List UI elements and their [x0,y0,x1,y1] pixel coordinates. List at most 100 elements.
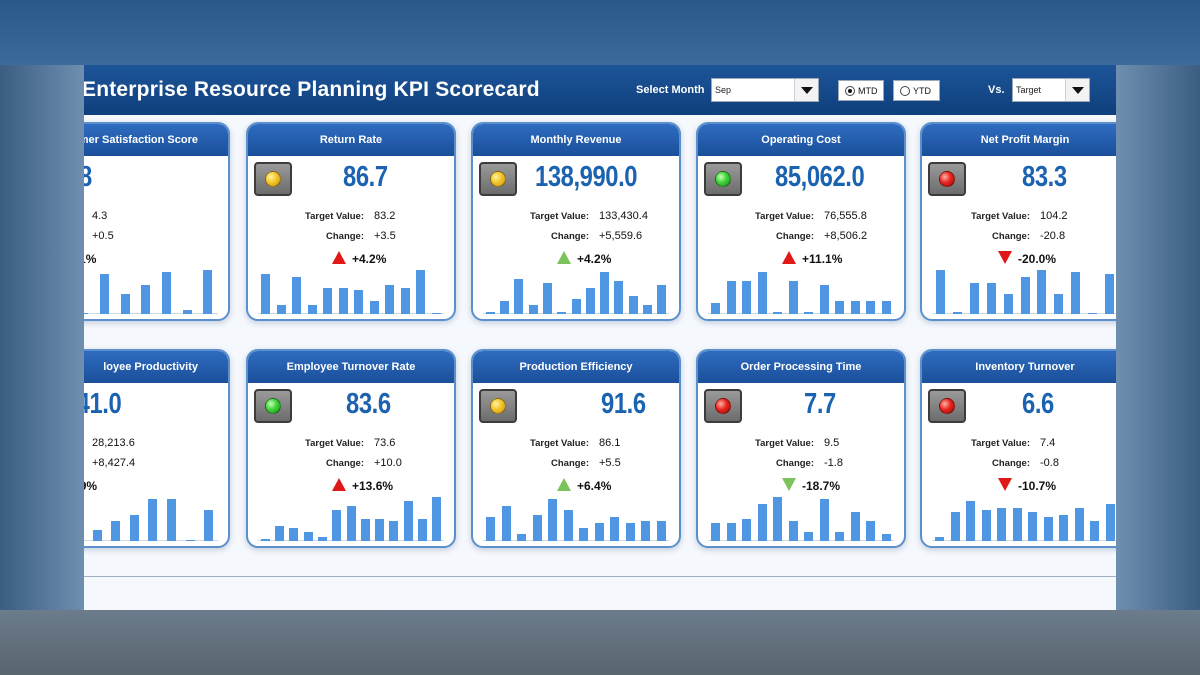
kpi-card: Net Profit Margin 83.3 Target Value: 104.2 C… [920,122,1116,321]
mtd-radio[interactable]: MTD [838,80,884,101]
traffic-light-icon [928,162,966,196]
sparkline-bar [585,288,595,314]
target-value: 86.1 [599,437,621,449]
change-percent: +13.6% [352,479,394,493]
green-light-icon [265,398,281,414]
change-label: Change: [776,231,814,242]
sparkline-bar [261,274,271,314]
change-percent: -10.7% [1018,479,1057,493]
kpi-card-header: Monthly Revenue [473,124,679,156]
ytd-radio[interactable]: YTD [893,80,940,101]
change-percent: +11.1% [802,252,843,266]
sparkline-bar [1043,517,1053,541]
trend-sparkline [932,268,1116,314]
sparkline-bar [84,313,89,314]
change-value: -0.8 [1040,457,1059,469]
sparkline-bar [486,517,496,541]
kpi-card-header: Operating Cost [698,124,904,156]
sparkline-bar [289,528,299,541]
target-value: 4.3 [92,210,108,222]
sparkline-bar [303,532,313,541]
kpi-card-title: Inventory Turnover [975,361,1075,373]
kpi-card-title: mer Satisfaction Score [84,134,198,146]
kpi-value: 83.3 [1022,161,1067,193]
sparkline-bar [542,283,552,314]
kpi-card-title: Production Efficiency [519,361,633,373]
change-label: Change: [551,458,589,469]
sparkline-bar [167,499,176,541]
sparkline-baseline [708,313,894,314]
sparkline-bar [981,510,991,541]
kpi-card-title: Operating Cost [761,134,841,146]
sparkline-bar [969,283,979,314]
sparkline-bar [323,288,333,314]
sparkline-bar [317,537,327,541]
sparkline-bar [260,539,270,541]
sparkline-bar [819,499,829,541]
sparkline-bar [788,281,798,314]
sparkline-bar [120,294,130,314]
sparkline-bar [389,521,399,541]
target-value-label: Target Value: [530,438,589,449]
kpi-value: 36,641.0 [84,388,122,420]
sparkline-bar [950,512,960,541]
target-value-label: Target Value: [305,438,364,449]
change-label: Change: [326,231,364,242]
sparkline-baseline [483,540,669,541]
sparkline-bar [499,301,509,314]
radio-selected-icon[interactable] [845,86,855,96]
arrow-up-icon [557,478,571,491]
trend-sparkline [932,495,1116,541]
yellow-light-icon [265,171,281,187]
select-month-label: Select Month [636,84,705,96]
sparkline-bar [338,288,348,314]
sparkline-bar [1037,270,1047,314]
sparkline-bar [757,504,767,541]
chevron-down-icon[interactable] [794,79,818,101]
sparkline-bar [773,497,783,541]
yellow-light-icon [490,171,506,187]
sparkline-bar [1090,521,1100,541]
sparkline-bar [711,523,721,541]
kpi-card: Operating Cost 85,062.0 Target Value: 76,55… [696,122,906,321]
sparkline-bar [346,506,356,541]
sparkline-bar [773,312,783,314]
traffic-light-icon [254,389,292,423]
sparkline-bar [182,310,192,314]
kpi-card-title: Order Processing Time [740,361,862,373]
kpi-card-header: mer Satisfaction Score [84,124,228,156]
sparkline-bar [881,301,891,314]
change-label: Change: [776,458,814,469]
chevron-down-icon[interactable] [1065,79,1089,101]
sparkline-bar [804,532,814,541]
kpi-card-title: Return Rate [319,134,383,146]
sparkline-bar [1020,277,1030,314]
sparkline-bar [935,270,945,314]
kpi-card-title: Monthly Revenue [530,134,622,146]
ytd-radio-label: YTD [913,86,931,96]
kpi-card-header: Production Efficiency [473,351,679,383]
sparkline-bar [431,313,441,314]
yellow-light-icon [490,398,506,414]
sparkline-bar [1074,508,1084,541]
sparkline-baseline [84,313,218,314]
sparkline-bar [625,523,635,541]
sparkline-bar [332,510,342,541]
sparkline-baseline [258,313,444,314]
sparkline-bar [514,279,524,314]
change-percent: +29.9% [84,479,98,493]
vs-dropdown[interactable]: Target [1012,78,1090,102]
sparkline-bar [571,299,581,314]
target-value-label: Target Value: [305,211,364,222]
sparkline-bar [819,285,829,314]
month-dropdown[interactable]: Sep [711,78,819,102]
target-value-label: Target Value: [755,211,814,222]
kpi-card: Employee Turnover Rate 83.6 Target Value: 7… [246,349,456,548]
trend-sparkline [84,495,218,541]
sparkline-bar [850,512,860,541]
trend-sparkline [483,268,669,314]
arrow-up-icon [332,251,346,264]
kpi-value: 86.7 [343,161,388,193]
kpi-value: 6.6 [1022,388,1054,420]
radio-unselected-icon[interactable] [900,86,910,96]
